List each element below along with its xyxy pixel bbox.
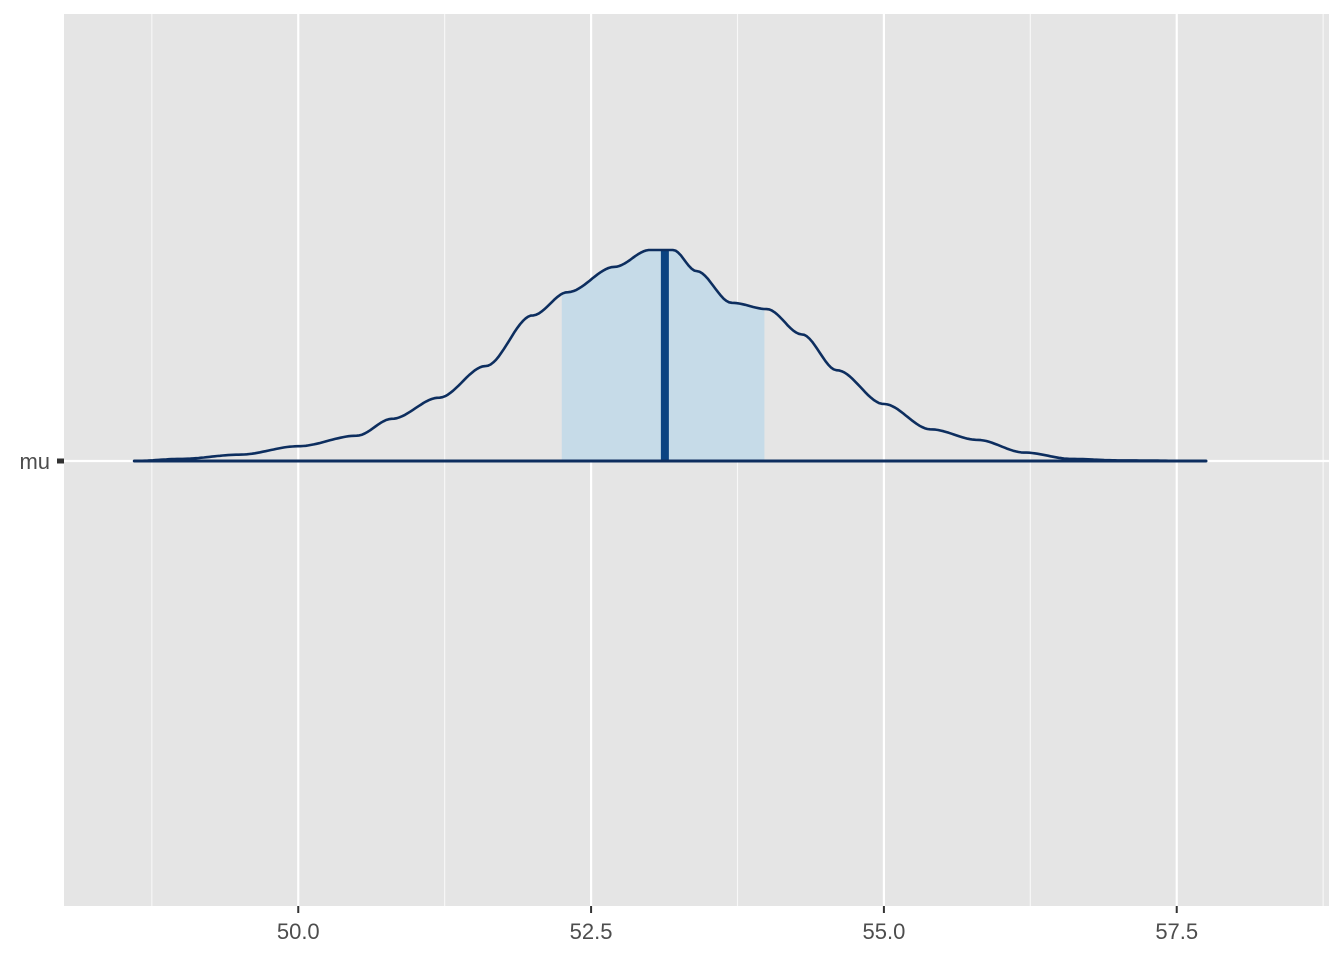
x-tick-label: 57.5 <box>1155 919 1198 944</box>
y-axis: mu <box>19 449 64 474</box>
x-tick-label: 50.0 <box>277 919 320 944</box>
x-tick-label: 52.5 <box>570 919 613 944</box>
x-axis: 50.0 52.5 55.0 57.5 <box>277 906 1198 944</box>
density-outline <box>134 248 1206 463</box>
density-marks <box>132 248 1208 463</box>
y-tick-label: mu <box>19 449 50 474</box>
x-tick-label: 55.0 <box>862 919 905 944</box>
